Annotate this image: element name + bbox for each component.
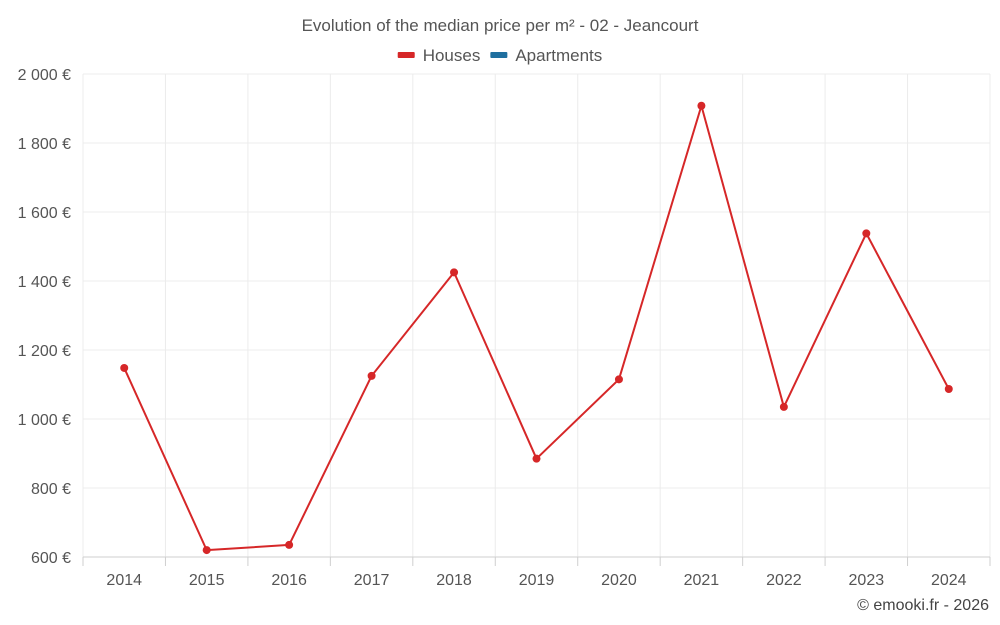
data-point[interactable] [614,375,623,384]
x-tick-label: 2020 [601,572,637,589]
data-point[interactable] [944,384,953,393]
chart-legend: Houses Apartments [397,46,602,65]
y-tick-label: 1 400 € [18,274,71,291]
y-tick-label: 1 200 € [18,343,71,360]
legend-swatch[interactable] [397,52,415,58]
y-tick-label: 800 € [31,481,71,498]
chart-grid [82,73,991,557]
data-point[interactable] [450,268,459,277]
x-tick-label: 2018 [436,572,472,589]
x-tick-label: 2022 [766,572,802,589]
y-tick-label: 1 800 € [18,136,71,153]
legend-label[interactable]: Houses [423,46,481,65]
y-tick-label: 2 000 € [18,67,71,84]
data-point[interactable] [779,402,788,411]
chart-credit: © emooki.fr - 2026 [857,597,989,614]
data-point[interactable] [532,454,541,463]
x-tick-label: 2016 [271,572,307,589]
x-tick-label: 2015 [189,572,225,589]
x-tick-label: 2019 [519,572,555,589]
legend-swatch[interactable] [490,52,508,58]
y-tick-label: 1 000 € [18,412,71,429]
x-tick-label: 2024 [931,572,967,589]
y-tick-label: 600 € [31,550,71,567]
data-point[interactable] [697,101,706,110]
x-tick-label: 2014 [106,572,142,589]
x-tick-label: 2017 [354,572,390,589]
legend-label[interactable]: Apartments [515,46,602,65]
data-point[interactable] [285,540,294,549]
chart-series [120,101,953,555]
data-point[interactable] [202,546,211,555]
data-point[interactable] [862,229,871,238]
data-point[interactable] [120,363,129,372]
chart-axes: 600 € 800 € 1 000 € 1 200 € 1 400 € 1 600 € 1 … [18,67,991,589]
x-tick-label: 2021 [684,572,720,589]
chart-title: Evolution of the median price per m² - 0… [302,16,699,35]
data-point[interactable] [367,371,376,380]
x-tick-label: 2023 [849,572,885,589]
y-tick-label: 1 600 € [18,205,71,222]
